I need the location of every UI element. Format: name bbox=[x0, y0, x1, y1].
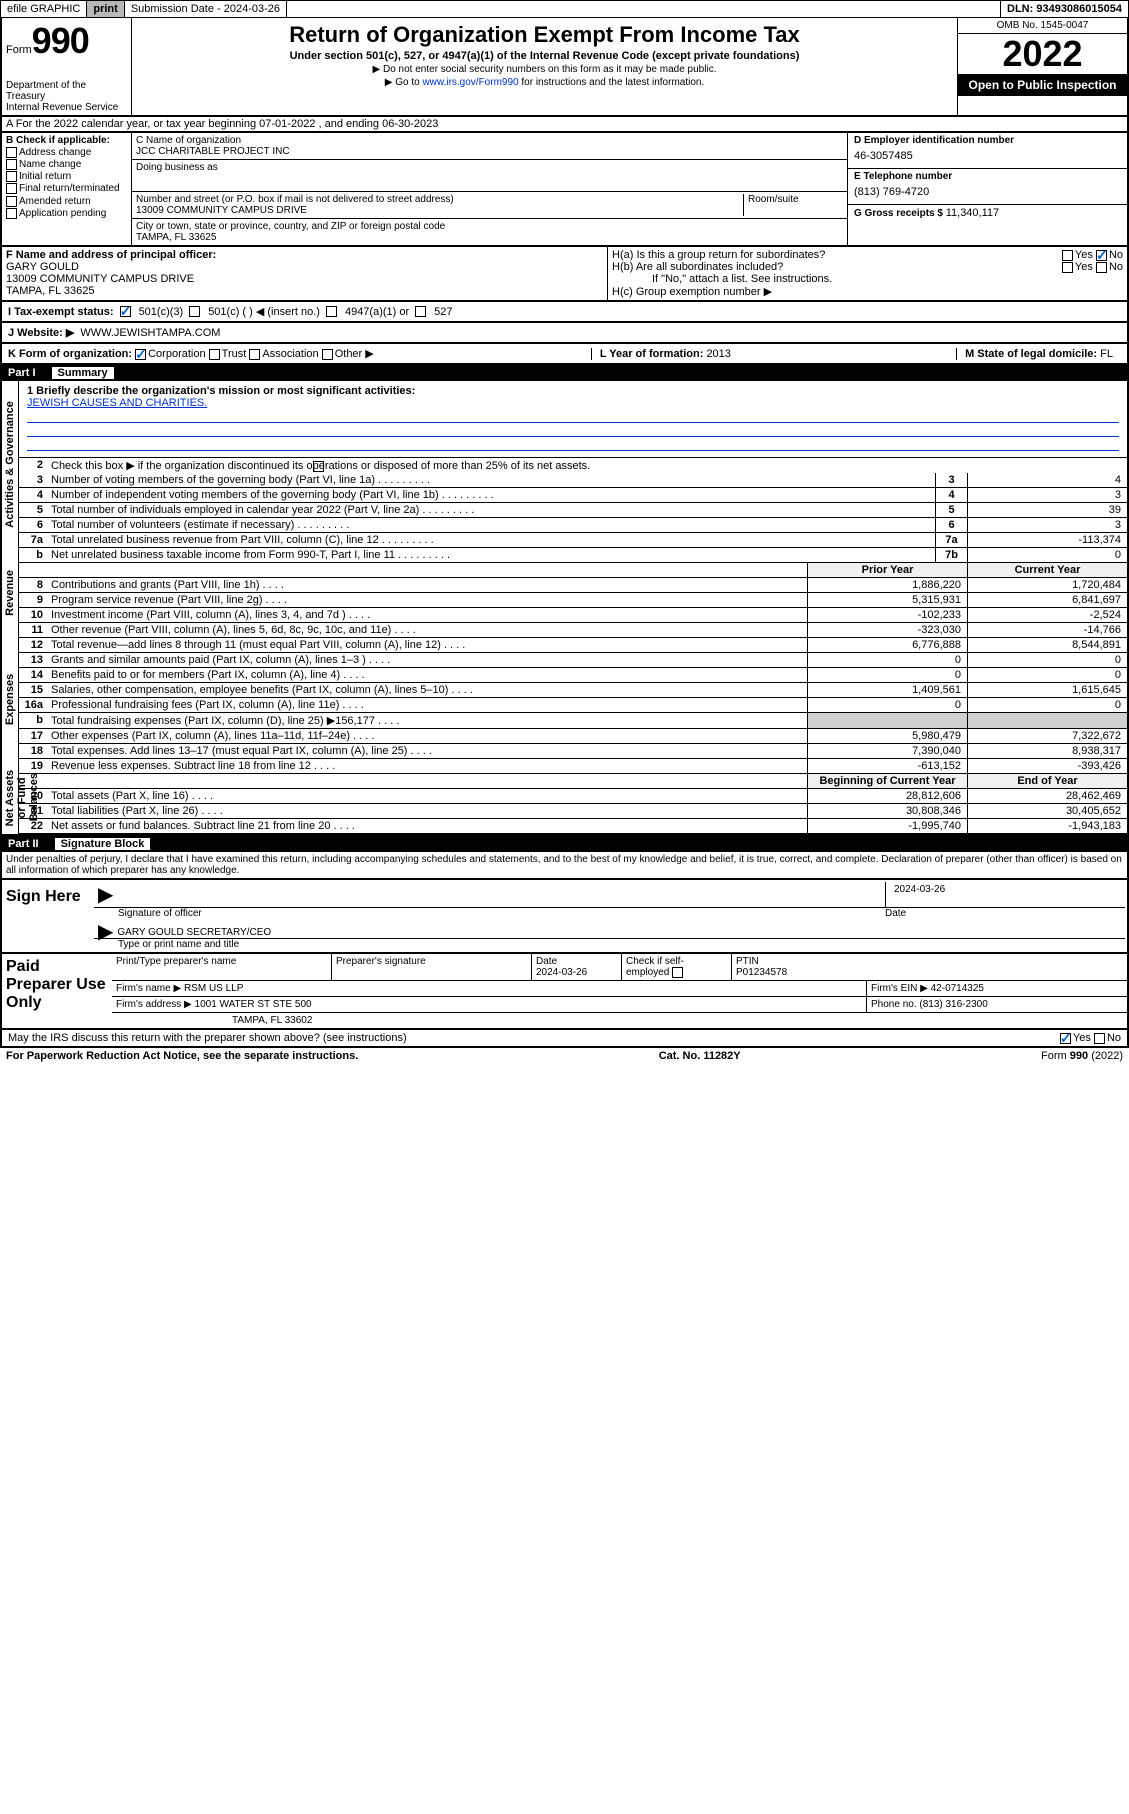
efile-label: efile GRAPHIC bbox=[1, 1, 87, 17]
chk-discontinued[interactable] bbox=[313, 461, 324, 472]
ein-value: 46-3057485 bbox=[854, 146, 1121, 166]
ha-no[interactable] bbox=[1096, 250, 1107, 261]
chk-self-employed[interactable] bbox=[672, 967, 683, 978]
open-public-badge: Open to Public Inspection bbox=[958, 74, 1127, 96]
chk-address[interactable]: Address change bbox=[6, 147, 127, 158]
form-org-row: K Form of organization: Corporation Trus… bbox=[0, 344, 1129, 365]
org-address: 13009 COMMUNITY CAMPUS DRIVE bbox=[136, 205, 743, 216]
tax-exempt-status: I Tax-exempt status: 501(c)(3) 501(c) ( … bbox=[0, 302, 1129, 323]
side-revenue: Revenue bbox=[2, 549, 19, 637]
discuss-no[interactable] bbox=[1094, 1033, 1105, 1044]
section-f: F Name and address of principal officer:… bbox=[0, 247, 1129, 302]
mission-text: JEWISH CAUSES AND CHARITIES. bbox=[27, 397, 1119, 409]
part2-header: Part IISignature Block bbox=[0, 836, 1129, 852]
irs-link[interactable]: www.irs.gov/Form990 bbox=[422, 77, 518, 88]
chk-amended[interactable]: Amended return bbox=[6, 196, 127, 207]
footer: For Paperwork Reduction Act Notice, see … bbox=[0, 1048, 1129, 1064]
website-value: WWW.JEWISHTAMPA.COM bbox=[80, 327, 220, 339]
form-number: 990 bbox=[32, 20, 89, 62]
officer-name: GARY GOULD bbox=[6, 261, 603, 273]
col-b-checkboxes: B Check if applicable: Address change Na… bbox=[2, 133, 132, 245]
part1-header: Part ISummary bbox=[0, 365, 1129, 381]
top-bar: efile GRAPHIC print Submission Date - 20… bbox=[0, 0, 1129, 18]
penalties-text: Under penalties of perjury, I declare th… bbox=[0, 852, 1129, 880]
instr-2: ▶ Go to www.irs.gov/Form990 for instruct… bbox=[136, 77, 953, 88]
gross-receipts: 11,340,117 bbox=[946, 207, 999, 219]
hb-no[interactable] bbox=[1096, 262, 1107, 273]
sign-here-block: Sign Here ▶2024-03-26 Signature of offic… bbox=[0, 880, 1129, 954]
subtitle: Under section 501(c), 527, or 4947(a)(1)… bbox=[136, 50, 953, 62]
chk-trust[interactable] bbox=[209, 349, 220, 360]
chk-other[interactable] bbox=[322, 349, 333, 360]
irs-discuss-row: May the IRS discuss this return with the… bbox=[0, 1030, 1129, 1048]
main-title: Return of Organization Exempt From Incom… bbox=[136, 22, 953, 48]
chk-501c3[interactable] bbox=[120, 306, 131, 317]
dln: DLN: 93493086015054 bbox=[1000, 1, 1128, 17]
chk-initial[interactable]: Initial return bbox=[6, 171, 127, 182]
hb-yes[interactable] bbox=[1062, 262, 1073, 273]
tax-year: 2022 bbox=[958, 34, 1127, 74]
chk-final[interactable]: Final return/terminated bbox=[6, 183, 127, 194]
ha-yes[interactable] bbox=[1062, 250, 1073, 261]
form-header: Form990 Department of the Treasury Inter… bbox=[0, 18, 1129, 117]
omb-number: OMB No. 1545-0047 bbox=[958, 18, 1127, 34]
discuss-yes[interactable] bbox=[1060, 1033, 1071, 1044]
chk-application[interactable]: Application pending bbox=[6, 208, 127, 219]
side-net: Net Assets or Fund Balances bbox=[2, 761, 19, 834]
instr-1: ▶ Do not enter social security numbers o… bbox=[136, 64, 953, 75]
officer-name-title: GARY GOULD SECRETARY/CEO bbox=[117, 927, 271, 938]
org-city: TAMPA, FL 33625 bbox=[136, 232, 843, 243]
chk-501c[interactable] bbox=[189, 306, 200, 317]
summary-table: Activities & Governance Revenue Expenses… bbox=[0, 381, 1129, 836]
firm-name: RSM US LLP bbox=[184, 983, 243, 994]
side-expenses: Expenses bbox=[2, 637, 19, 761]
chk-527[interactable] bbox=[415, 306, 426, 317]
chk-assoc[interactable] bbox=[249, 349, 260, 360]
print-button[interactable]: print bbox=[87, 1, 124, 17]
chk-name[interactable]: Name change bbox=[6, 159, 127, 170]
chk-4947[interactable] bbox=[326, 306, 337, 317]
ptin: P01234578 bbox=[736, 967, 787, 978]
chk-corp[interactable] bbox=[135, 349, 146, 360]
row-a: A For the 2022 calendar year, or tax yea… bbox=[0, 117, 1129, 132]
paid-preparer-block: Paid Preparer Use Only Print/Type prepar… bbox=[0, 954, 1129, 1030]
dept-label: Department of the Treasury Internal Reve… bbox=[6, 80, 127, 113]
side-governance: Activities & Governance bbox=[2, 381, 19, 549]
phone-value: (813) 769-4720 bbox=[854, 182, 1121, 202]
org-name: JCC CHARITABLE PROJECT INC bbox=[136, 146, 843, 157]
form-label: Form bbox=[6, 44, 32, 56]
main-info-grid: B Check if applicable: Address change Na… bbox=[0, 132, 1129, 247]
submission-date: Submission Date - 2024-03-26 bbox=[125, 1, 287, 17]
website-row: J Website: ▶ WWW.JEWISHTAMPA.COM bbox=[0, 323, 1129, 344]
